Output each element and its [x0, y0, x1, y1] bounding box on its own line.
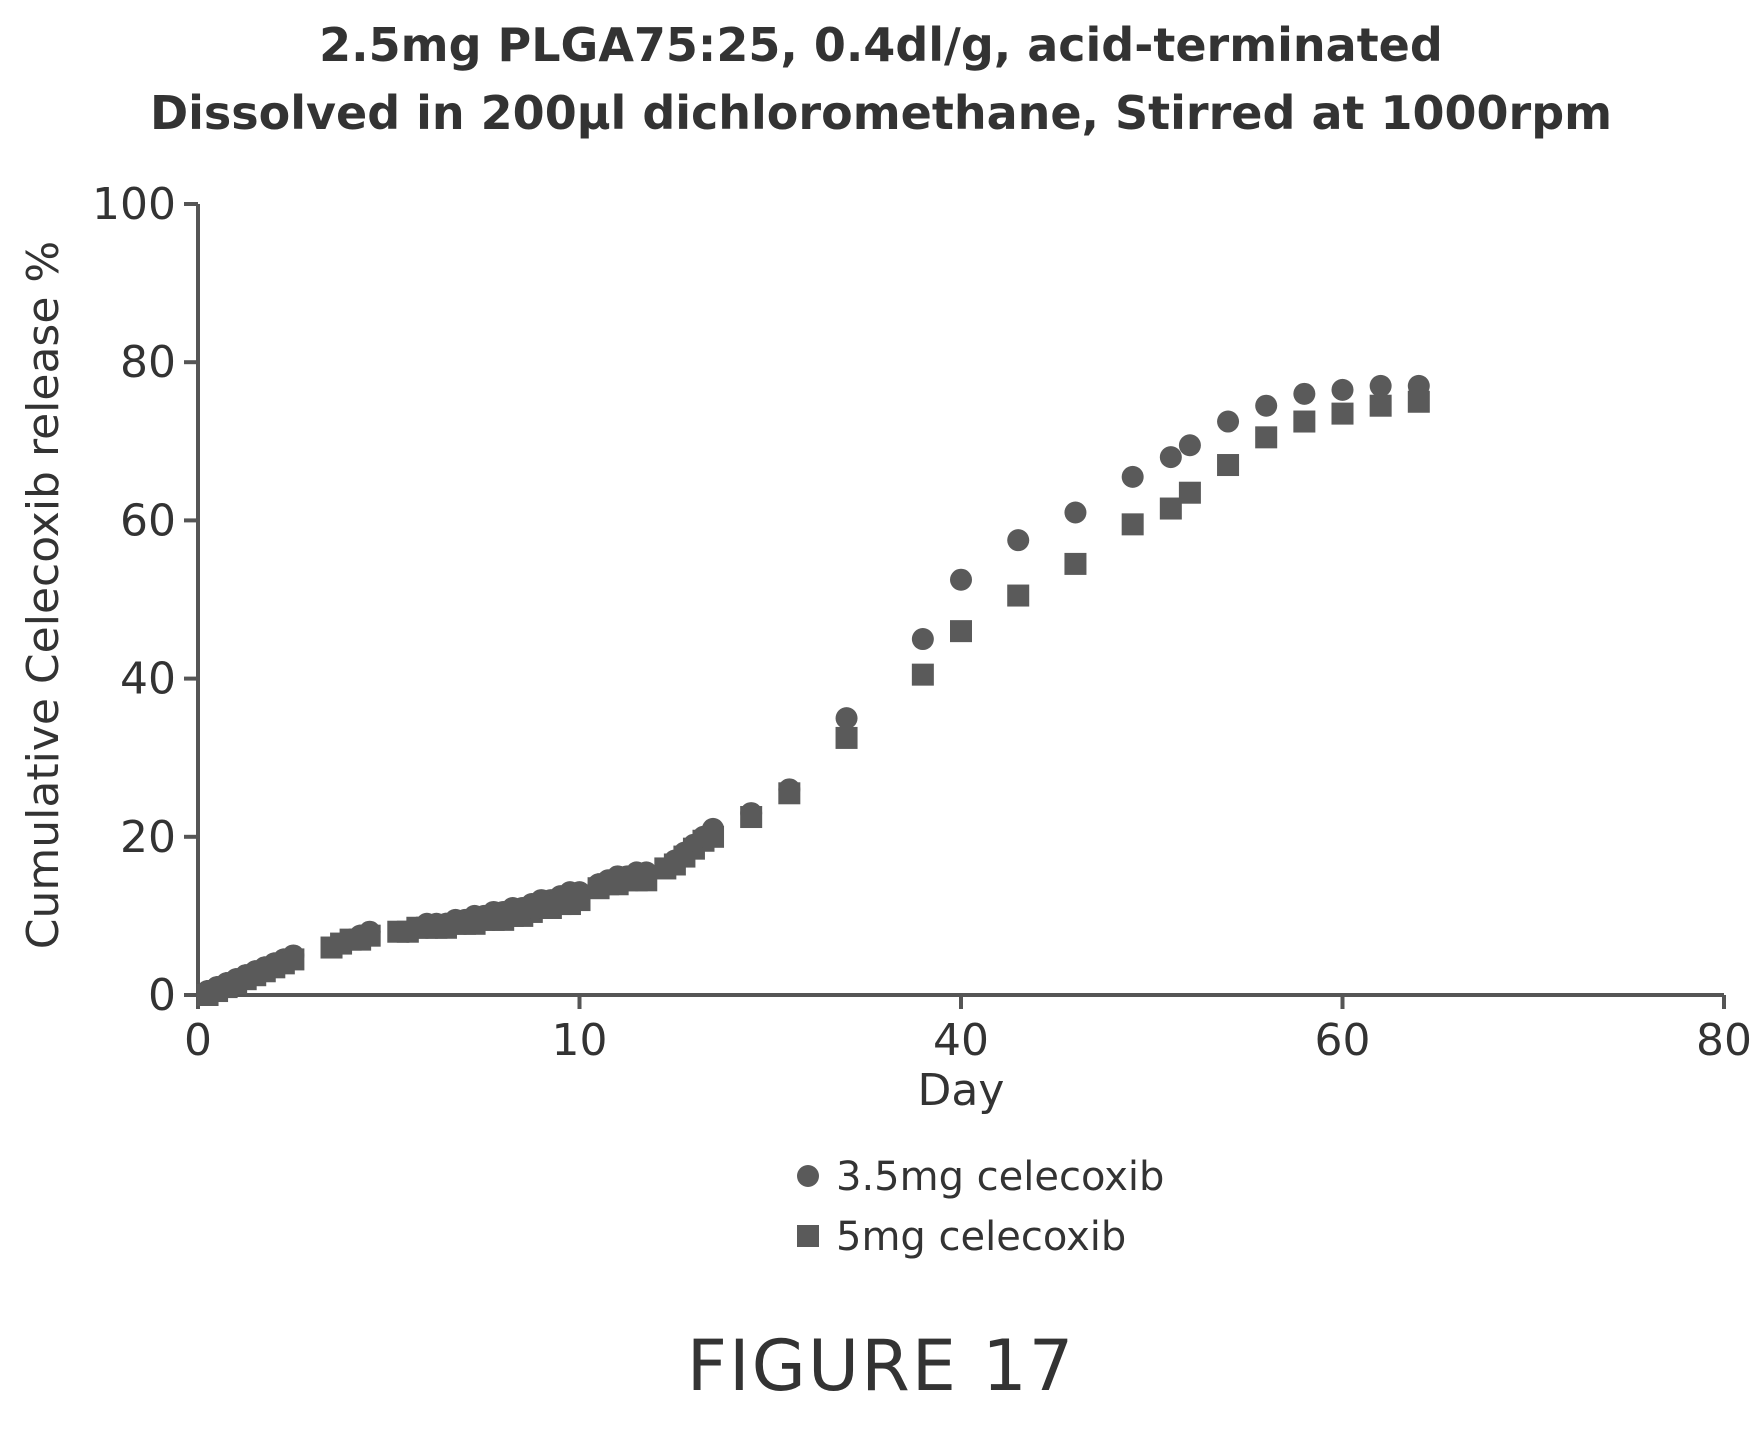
data-point: [1121, 513, 1144, 536]
data-point: [1064, 501, 1087, 524]
legend-marker: [797, 1225, 819, 1247]
axes: 0 10 40 60 80 0 20 40 60 80 100: [92, 179, 1752, 1066]
y-tick-label: 40: [120, 654, 176, 705]
data-point: [778, 782, 801, 805]
data-point: [282, 948, 305, 971]
y-tick-label: 80: [120, 337, 176, 388]
series-2: [196, 390, 1430, 1006]
data-point: [1159, 497, 1182, 520]
y-tick-label: 0: [148, 970, 176, 1021]
figure-label: FIGURE 17: [686, 1325, 1076, 1407]
data-point: [1407, 390, 1430, 413]
x-tick-label: 80: [1696, 1015, 1752, 1066]
chart-title: 2.5mg PLGA75:25, 0.4dl/g, acid-terminate…: [319, 18, 1443, 72]
x-tick-label: 10: [552, 1015, 608, 1066]
data-point: [1369, 394, 1392, 417]
data-point: [1255, 426, 1278, 449]
data-point: [1007, 584, 1030, 607]
data-point: [1331, 402, 1354, 425]
data-point: [1178, 434, 1201, 457]
data-point: [358, 924, 381, 947]
data-point: [702, 825, 725, 848]
data-point: [1217, 454, 1240, 477]
chart-subtitle: Dissolved in 200µl dichloromethane, Stir…: [149, 86, 1613, 140]
data-point: [568, 889, 591, 912]
legend-label: 5mg celecoxib: [836, 1214, 1126, 1260]
data-point: [911, 663, 934, 686]
data-point: [635, 869, 658, 892]
y-axis-label: Cumulative Celecoxib release %: [18, 241, 69, 949]
x-tick-label: 60: [1315, 1015, 1371, 1066]
data-point: [1178, 481, 1201, 504]
data-point: [835, 726, 858, 749]
data-point: [1293, 382, 1316, 405]
data-point: [1217, 410, 1240, 433]
data-point: [950, 620, 972, 643]
data-point: [1007, 529, 1030, 552]
x-tick-label: 0: [184, 1015, 212, 1066]
data-point: [1331, 378, 1354, 401]
y-tick-label: 20: [120, 812, 176, 863]
data-point: [740, 806, 763, 829]
data-point: [1369, 374, 1392, 397]
data-point: [1121, 465, 1144, 488]
data-point: [1255, 394, 1278, 417]
data-point: [1293, 410, 1316, 433]
legend-label: 3.5mg celecoxib: [836, 1154, 1164, 1200]
y-tick-label: 100: [92, 179, 176, 230]
legend-marker: [797, 1165, 819, 1187]
x-tick-label: 40: [933, 1015, 989, 1066]
data-point: [950, 568, 972, 591]
data-point: [1159, 446, 1182, 469]
data-point: [1064, 552, 1087, 575]
legend: 3.5mg celecoxib 5mg celecoxib: [797, 1154, 1164, 1260]
series-1: [196, 374, 1430, 1003]
x-axis-label: Day: [918, 1065, 1005, 1116]
y-tick-label: 60: [120, 495, 176, 546]
data-point: [911, 628, 934, 651]
data-points: [196, 374, 1430, 1006]
data-point: [835, 707, 858, 730]
